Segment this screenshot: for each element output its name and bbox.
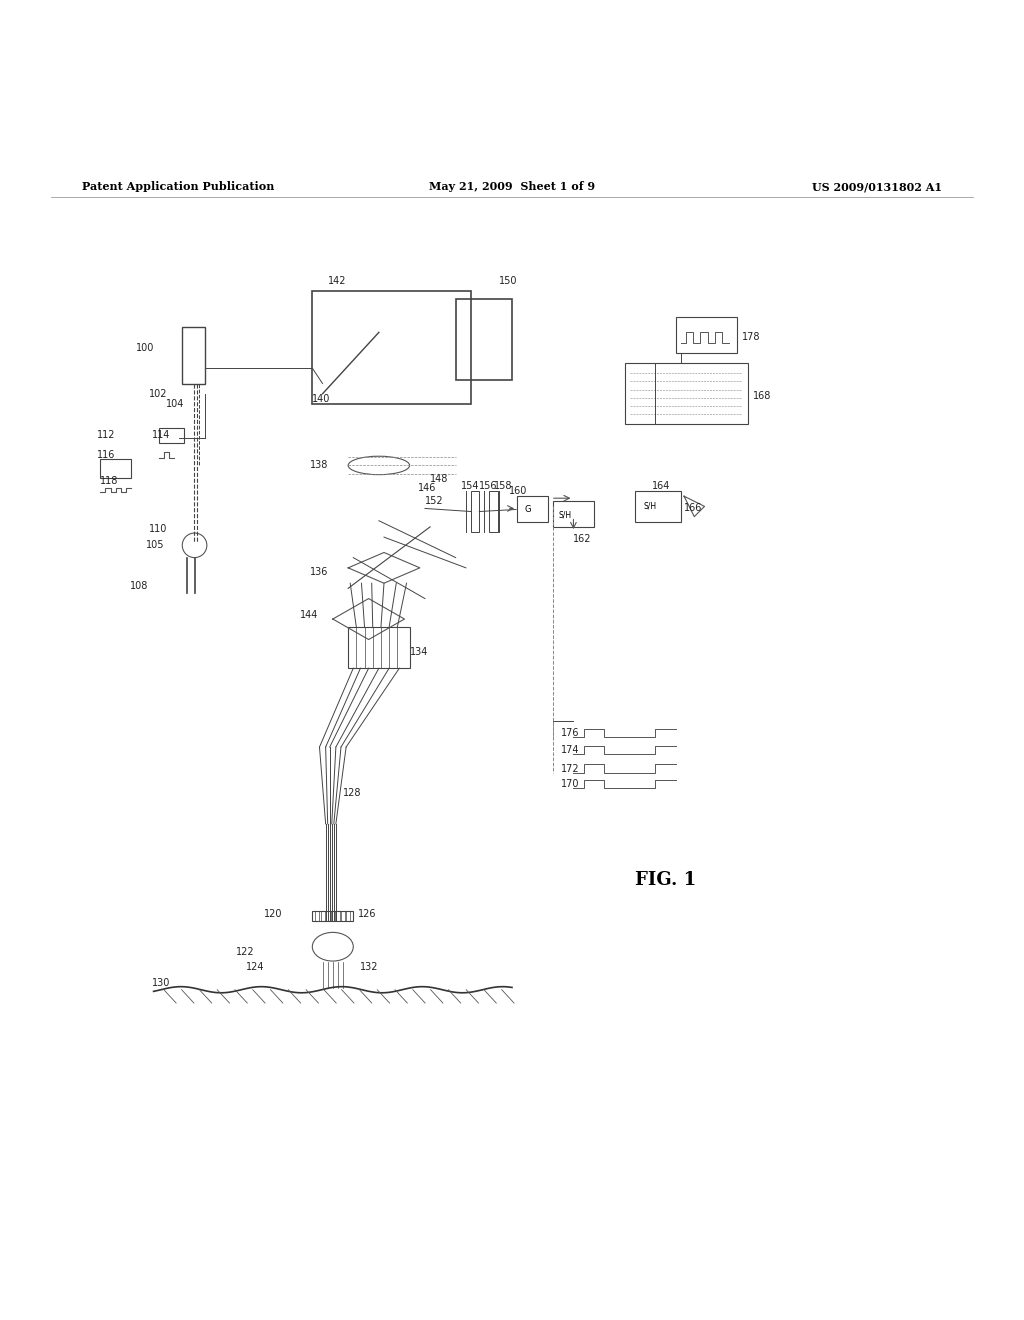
- Text: 105: 105: [146, 540, 165, 550]
- Text: 166: 166: [684, 503, 702, 513]
- Text: 168: 168: [753, 391, 771, 401]
- Bar: [471, 491, 479, 532]
- Text: 156: 156: [479, 480, 498, 491]
- Bar: [326, 911, 330, 921]
- Text: 132: 132: [360, 962, 379, 973]
- Text: 114: 114: [152, 430, 170, 440]
- Text: 170: 170: [561, 779, 580, 789]
- Text: 118: 118: [100, 475, 119, 486]
- Bar: [553, 502, 594, 527]
- Text: May 21, 2009  Sheet 1 of 9: May 21, 2009 Sheet 1 of 9: [429, 181, 595, 193]
- Text: 174: 174: [561, 744, 580, 755]
- Text: 176: 176: [561, 727, 580, 738]
- Text: 110: 110: [148, 524, 167, 533]
- Text: S/H: S/H: [558, 510, 571, 519]
- Bar: [315, 911, 319, 921]
- Text: 120: 120: [264, 909, 283, 919]
- Text: 146: 146: [418, 483, 436, 492]
- Text: 172: 172: [561, 763, 580, 774]
- Bar: [100, 459, 131, 478]
- Text: 150: 150: [499, 276, 517, 286]
- Text: 130: 130: [152, 978, 170, 987]
- Text: 134: 134: [410, 647, 428, 657]
- Bar: [321, 911, 325, 921]
- Bar: [331, 911, 335, 921]
- Bar: [489, 491, 498, 532]
- Text: 142: 142: [328, 276, 346, 286]
- Text: 100: 100: [136, 343, 155, 352]
- Text: 152: 152: [425, 496, 443, 507]
- Text: 102: 102: [148, 389, 167, 399]
- Text: 178: 178: [742, 333, 761, 342]
- Bar: [635, 491, 681, 521]
- Bar: [625, 363, 748, 425]
- Text: 144: 144: [300, 610, 318, 620]
- Text: 104: 104: [166, 399, 184, 409]
- Text: 154: 154: [461, 480, 479, 491]
- Text: FIG. 1: FIG. 1: [635, 871, 696, 890]
- Bar: [517, 496, 548, 521]
- Bar: [312, 911, 353, 921]
- Bar: [456, 298, 512, 380]
- Text: G: G: [524, 506, 530, 513]
- Text: 116: 116: [97, 450, 116, 461]
- Bar: [346, 911, 350, 921]
- Bar: [336, 911, 340, 921]
- Text: US 2009/0131802 A1: US 2009/0131802 A1: [812, 181, 942, 193]
- Text: 112: 112: [97, 430, 116, 440]
- Bar: [182, 327, 205, 384]
- Text: 148: 148: [430, 474, 449, 483]
- Text: S/H: S/H: [643, 502, 656, 511]
- Text: 122: 122: [236, 946, 254, 957]
- Text: 124: 124: [246, 962, 264, 973]
- Text: Patent Application Publication: Patent Application Publication: [82, 181, 274, 193]
- Text: 164: 164: [652, 480, 671, 491]
- Text: 126: 126: [358, 909, 377, 919]
- Bar: [348, 627, 410, 668]
- Bar: [159, 428, 184, 444]
- Text: 160: 160: [509, 486, 527, 496]
- Text: 140: 140: [312, 393, 331, 404]
- Bar: [312, 292, 471, 404]
- Text: 136: 136: [310, 566, 329, 577]
- Text: 162: 162: [573, 535, 592, 544]
- Bar: [676, 317, 737, 352]
- Text: 128: 128: [343, 788, 361, 799]
- Text: 108: 108: [130, 581, 148, 591]
- Text: 158: 158: [494, 480, 512, 491]
- Bar: [341, 911, 345, 921]
- Text: 138: 138: [310, 461, 329, 470]
